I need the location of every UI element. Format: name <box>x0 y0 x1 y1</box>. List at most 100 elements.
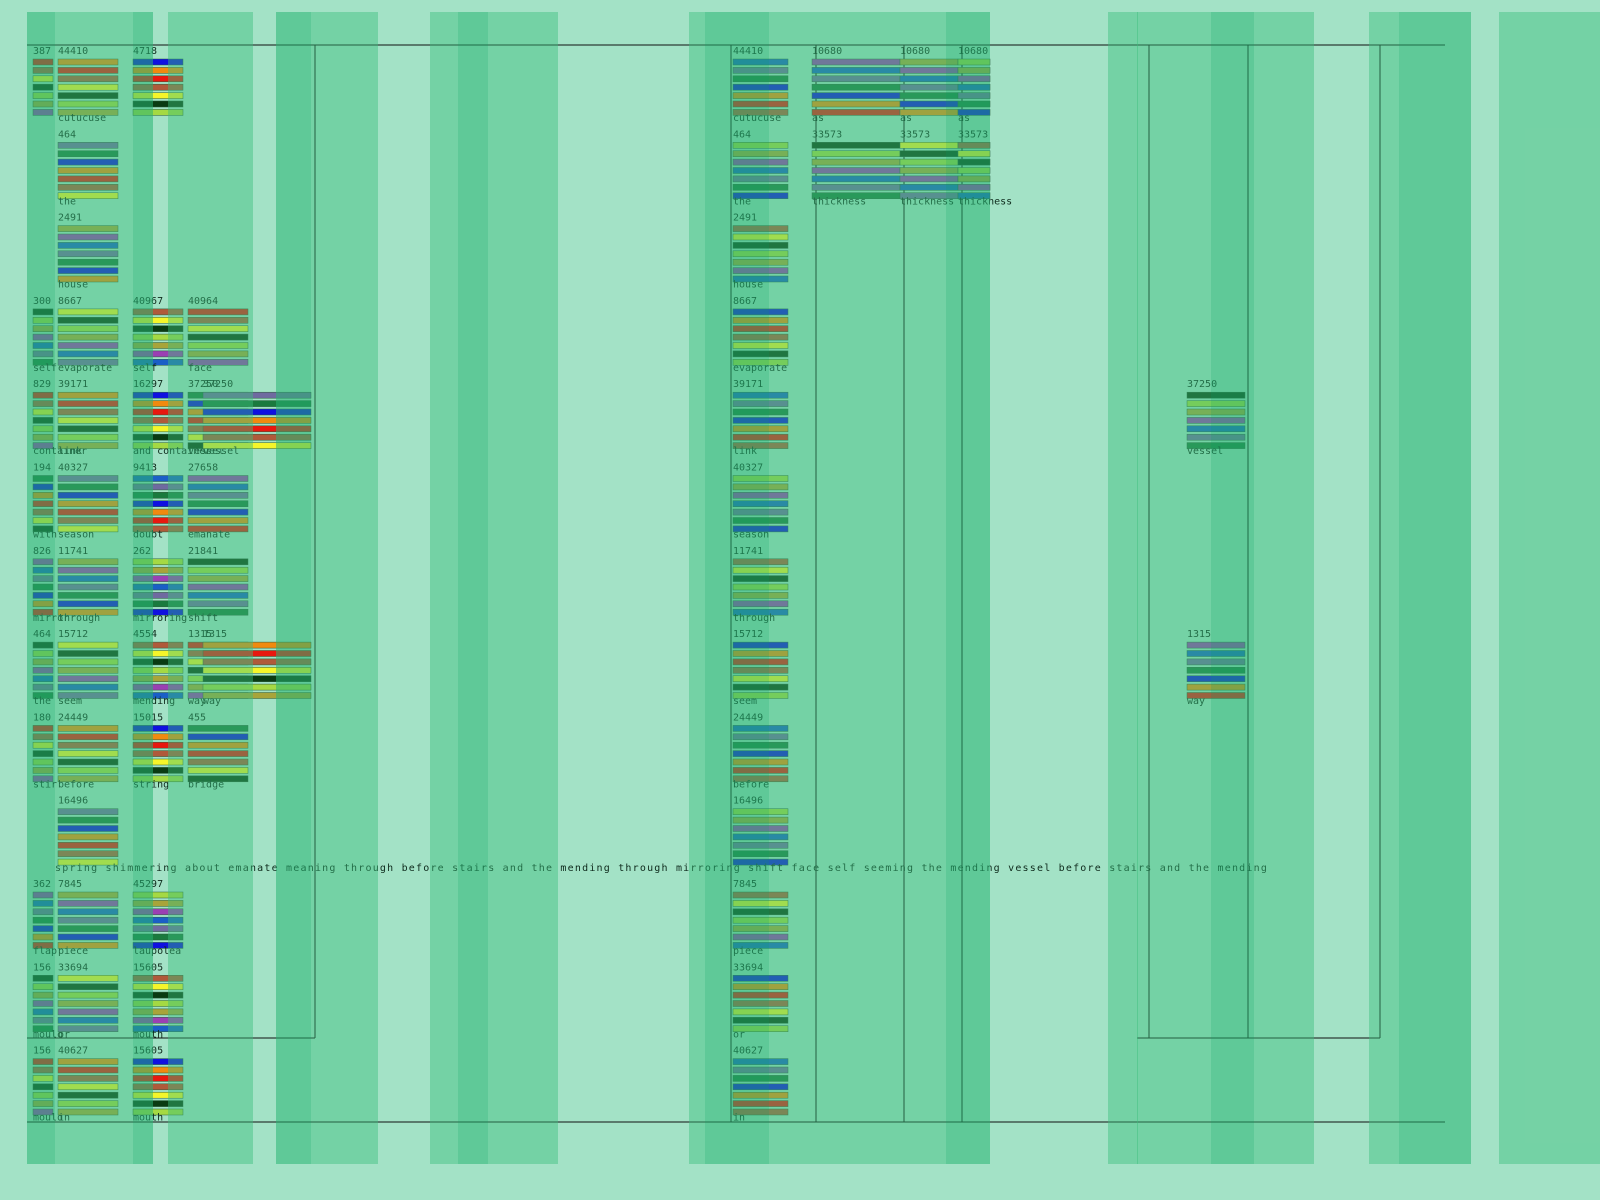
stripe <box>57 308 119 316</box>
stripe <box>57 983 119 990</box>
cell-label: vessel <box>1187 446 1223 457</box>
overlay-band <box>27 12 55 1164</box>
stripe <box>57 342 119 349</box>
cell-number: 8667 <box>58 296 82 307</box>
overlay-band <box>458 12 488 1164</box>
stripe <box>187 741 249 749</box>
stripe <box>57 891 119 899</box>
cell-label: link <box>58 446 82 457</box>
stripe <box>187 558 249 566</box>
stripe <box>57 692 119 699</box>
stripe <box>187 750 249 757</box>
cell-number: 33694 <box>58 962 88 973</box>
cell-label: shift <box>188 613 218 624</box>
cell-label: way <box>203 696 221 707</box>
cell-label: mending <box>133 696 175 707</box>
stripe <box>187 583 249 591</box>
stripe <box>57 225 119 232</box>
cell-number: 39171 <box>58 379 88 390</box>
stripe <box>57 442 119 449</box>
cell-number: 15712 <box>58 629 88 640</box>
stripe <box>187 592 249 599</box>
ticker: spring shimmering about emanate meaning … <box>55 863 1268 874</box>
cell-number: 1315 <box>188 629 212 640</box>
overlay-band <box>1108 12 1138 1164</box>
stripe <box>57 850 119 857</box>
cell-number: 10680 <box>812 46 842 57</box>
stripe <box>57 741 119 749</box>
stripe <box>57 658 119 666</box>
stripe <box>57 508 119 516</box>
cell-number: 44410 <box>58 46 88 57</box>
stripe <box>57 325 119 332</box>
cell-number: 21841 <box>188 546 218 557</box>
overlay-band <box>1369 12 1399 1164</box>
cell-label: way <box>1187 696 1205 707</box>
stripe <box>57 816 119 824</box>
stripe <box>57 391 119 399</box>
stripe <box>57 592 119 599</box>
stripe <box>57 500 119 507</box>
stripe <box>57 900 119 907</box>
stripe <box>57 1083 119 1091</box>
stripe <box>57 233 119 241</box>
stripe <box>57 1000 119 1007</box>
cell-number: 37250 <box>188 379 218 390</box>
cell-number: 33573 <box>900 129 930 140</box>
stripe <box>57 558 119 566</box>
stripe <box>57 650 119 657</box>
overlay-band <box>769 12 844 1164</box>
stripe <box>57 1075 119 1082</box>
stripe <box>187 333 249 341</box>
cell-label: through <box>58 613 100 624</box>
stripe <box>57 825 119 832</box>
stripe <box>187 775 249 783</box>
stripe <box>57 150 119 157</box>
stripe <box>57 142 119 149</box>
cell-number: 40327 <box>58 463 88 474</box>
cell-number: 40627 <box>58 1046 88 1057</box>
stripe <box>57 175 119 183</box>
stripe <box>187 733 249 741</box>
cell-number: 1315 <box>203 629 227 640</box>
overlay-band <box>55 12 95 1164</box>
stripe <box>57 258 119 266</box>
stripe <box>57 408 119 416</box>
stripe <box>187 566 249 574</box>
stripe <box>57 192 119 199</box>
stripe <box>187 508 249 516</box>
stripe <box>57 675 119 682</box>
stripe <box>57 67 119 74</box>
cell-number: 40964 <box>188 296 218 307</box>
stripe <box>57 525 119 533</box>
cell-label: as <box>812 113 824 124</box>
cell-label: in <box>58 1113 70 1124</box>
stripe <box>187 475 249 482</box>
stripe <box>57 92 119 99</box>
stripe <box>57 1100 119 1107</box>
stripe <box>57 483 119 491</box>
cell-label: face <box>188 363 212 374</box>
overlay-band <box>276 12 311 1164</box>
stripe <box>57 991 119 999</box>
cell-number: 33573 <box>812 129 842 140</box>
stripe <box>187 325 249 332</box>
stripe <box>57 333 119 341</box>
stripe <box>57 566 119 574</box>
stripe <box>57 1108 119 1116</box>
stripe <box>57 75 119 83</box>
overlay-band <box>311 12 378 1164</box>
cell-label: as <box>900 113 912 124</box>
stripe <box>57 492 119 499</box>
overlay-band <box>844 12 946 1164</box>
stripe <box>57 600 119 608</box>
stripe <box>57 417 119 424</box>
stripe <box>57 1017 119 1024</box>
cell-label: piece <box>58 946 88 957</box>
stripe <box>57 1091 119 1099</box>
stripe <box>187 517 249 524</box>
cell-number: 16496 <box>58 796 88 807</box>
stripe <box>57 517 119 524</box>
